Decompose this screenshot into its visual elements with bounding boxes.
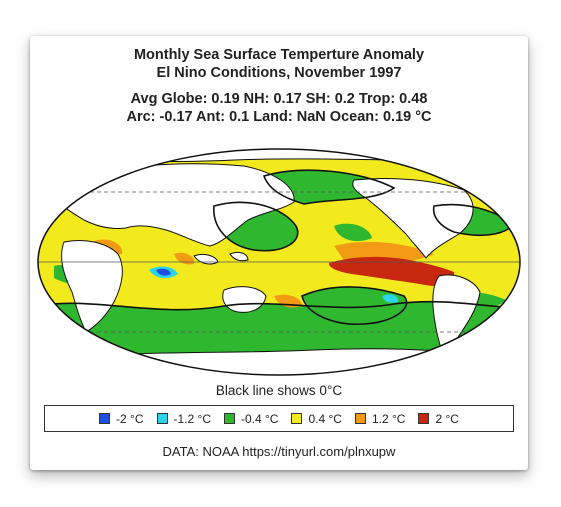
legend-swatch [418, 413, 430, 424]
legend-swatch [291, 413, 303, 424]
legend-item: 2 °C [418, 411, 459, 426]
map-subtitle: El Nino Conditions, November 1997 [156, 65, 402, 81]
legend-label: 1.2 °C [371, 411, 406, 426]
color-legend: -2 °C -1.2 °C -0.4 °C 0.4 °C 1.2 °C 2 °C [44, 405, 514, 432]
antarctica [38, 348, 520, 375]
legend-label: -1.2 °C [173, 411, 211, 426]
figure-card: Monthly Sea Surface Temperture Anomaly E… [30, 36, 528, 470]
legend-item: 0.4 °C [291, 411, 342, 426]
contour-note: Black line shows 0°C [215, 383, 343, 398]
map-title: Monthly Sea Surface Temperture Anomaly [133, 47, 425, 63]
stats-line-2: Arc: -0.17 Ant: 0.1 Land: NaN Ocean: 0.1… [126, 109, 432, 125]
greenland [473, 160, 505, 180]
legend-swatch [224, 413, 235, 424]
graticule [38, 191, 520, 333]
eurasia [53, 163, 295, 247]
legend-label: 0.4 °C [308, 411, 342, 426]
map-outline [37, 148, 521, 376]
legend-item: -1.2 °C [156, 411, 211, 426]
data-source: DATA: NOAA https://tinyurl.com/plnxupw [162, 444, 396, 459]
legend-label: -0.4 °C [241, 411, 279, 426]
legend-label: -2 °C [116, 411, 144, 426]
africa [61, 240, 123, 333]
legend-item: -0.4 °C [224, 412, 278, 426]
stats-line-1: Avg Globe: 0.19 NH: 0.17 SH: 0.2 Trop: 0… [130, 91, 428, 107]
legend-swatch [99, 413, 111, 424]
australia [222, 286, 267, 313]
sst-anomaly-map [37, 148, 521, 376]
legend-item: -2 °C [99, 411, 144, 426]
el-nino-warm-tongue [328, 256, 455, 286]
legend-swatch [354, 413, 366, 424]
zero-contours [38, 169, 520, 325]
legend-item: 1.2 °C [354, 411, 406, 426]
legend-label: 2 °C [435, 411, 459, 426]
legend-swatch [156, 413, 168, 424]
